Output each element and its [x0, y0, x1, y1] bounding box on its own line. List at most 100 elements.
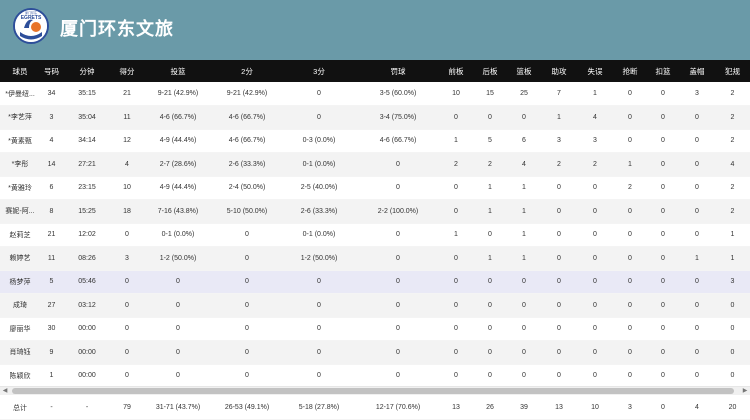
column-header[interactable]: 盖帽 — [689, 66, 705, 76]
totals-cell: 26 — [473, 396, 507, 420]
column-header[interactable]: 号码 — [44, 66, 59, 76]
scroll-left-arrow-icon[interactable]: ◀ — [2, 388, 8, 394]
table-row[interactable]: *黄素甄 4 34:14 12 4-9 (44.4%) 4-6 (66.7%) 0-3 (0… — [0, 129, 750, 153]
scrollbar-thumb[interactable] — [12, 388, 734, 394]
table-row[interactable]: *李艺萍 3 35:04 11 4-6 (66.7%) 4-6 (66.7%) 0 3-4 (… — [0, 105, 750, 130]
logo-subtext: 厦门环东 — [25, 10, 37, 15]
stat-cell: 0 — [439, 176, 473, 200]
stat-cell: 0 — [541, 199, 577, 224]
table-row[interactable]: 赖婷艺 11 08:26 3 1-2 (50.0%) 0 1-2 (50.0%) 0 0 1 1 0 0… — [0, 246, 750, 271]
column-header[interactable]: 前板 — [448, 66, 464, 76]
stat-cell: 0 — [647, 293, 679, 318]
stat-cell: 0 — [647, 129, 679, 153]
column-header[interactable]: 罚球 — [390, 66, 406, 76]
totals-cell: 31-71 (43.7%) — [143, 396, 213, 420]
column-header[interactable]: 扣篮 — [655, 66, 671, 76]
horizontal-scrollbar[interactable]: ◀ ▶ — [0, 386, 750, 395]
stat-cell: 0 — [473, 293, 507, 318]
stat-cell: 27:21 — [63, 152, 111, 177]
stat-cell: 0 — [613, 293, 647, 318]
stat-cell: 0 — [647, 246, 679, 271]
table-row[interactable]: 廖丽华 30 00:00 0 0 0 0 0 0 0 0 0 0 0 0 0 0 — [0, 317, 750, 341]
column-header[interactable]: 后板 — [482, 66, 498, 76]
column-header[interactable]: 投篮 — [170, 66, 186, 76]
column-header[interactable]: 得分 — [119, 66, 135, 76]
stat-cell: 0 — [439, 270, 473, 294]
stat-cell: 1 — [715, 246, 750, 271]
table-row[interactable]: 成琦 27 03:12 0 0 0 0 0 0 0 0 0 0 0 0 0 0 — [0, 293, 750, 318]
stat-cell: 0 — [439, 105, 473, 130]
column-header[interactable]: 抢断 — [622, 66, 638, 76]
stat-cell: 2 — [715, 82, 750, 106]
stat-cell: 0 — [613, 317, 647, 341]
stat-cell: 0 — [577, 199, 613, 224]
stat-cell: 2-2 (100.0%) — [357, 199, 439, 224]
table-row[interactable]: *李彤 14 27:21 4 2-7 (28.6%) 2-6 (33.3%) 0-1 (0.… — [0, 152, 750, 177]
stat-cell: 1 — [473, 176, 507, 200]
table-row[interactable]: 赵莉芝 21 12:02 0 0-1 (0.0%) 0 0-1 (0.0%) 0 1 0 1 0 0 0 0… — [0, 223, 750, 247]
stat-cell: 0 — [213, 364, 281, 388]
column-header[interactable]: 犯规 — [725, 66, 740, 76]
stat-cell: 0 — [577, 246, 613, 271]
table-row[interactable]: 杨梦萍 5 05:46 0 0 0 0 0 0 0 0 0 0 0 0 0 3 — [0, 270, 750, 294]
stat-cell: 4-9 (44.4%) — [143, 129, 213, 153]
stat-cell: 2 — [541, 152, 577, 177]
column-header[interactable]: 分钟 — [79, 66, 95, 76]
stat-cell: 0 — [715, 293, 750, 318]
stat-cell: 0 — [143, 317, 213, 341]
stat-cell: 0 — [473, 105, 507, 130]
stat-cell: 0 — [647, 152, 679, 177]
column-header[interactable]: 球员 — [12, 66, 28, 76]
stat-cell: 5 — [40, 270, 63, 294]
stat-cell: 18 — [111, 199, 143, 224]
stat-cell: 0 — [679, 270, 715, 294]
stat-cell: 03:12 — [63, 293, 111, 318]
scroll-right-arrow-icon[interactable]: ▶ — [742, 388, 748, 394]
stat-cell: 0 — [213, 246, 281, 271]
player-name-cell: 赛妮-阿... — [0, 199, 40, 224]
stat-cell: 0 — [357, 293, 439, 318]
stat-cell: 0 — [111, 270, 143, 294]
column-header[interactable]: 篮板 — [516, 66, 532, 76]
stat-cell: 9-21 (42.9%) — [143, 82, 213, 106]
stat-cell: 30 — [40, 317, 63, 341]
stat-cell: 0-1 (0.0%) — [143, 223, 213, 247]
stat-cell: 1 — [507, 246, 541, 271]
totals-cell: 5-18 (27.8%) — [281, 396, 357, 420]
stat-cell: 4 — [40, 129, 63, 153]
column-header[interactable]: 2分 — [241, 66, 253, 76]
stat-cell: 0 — [143, 364, 213, 388]
player-name-cell: 廖丽华 — [0, 317, 40, 341]
table-row[interactable]: 肖琦钰 9 00:00 0 0 0 0 0 0 0 0 0 0 0 0 0 0 — [0, 340, 750, 365]
table-row[interactable]: *伊曼纽... 34 35:15 21 9-21 (42.9%) 9-21 (42.9%)… — [0, 82, 750, 106]
stat-cell: 00:00 — [63, 317, 111, 341]
stat-cell: 0 — [679, 364, 715, 388]
totals-cell: 20 — [715, 396, 750, 420]
stat-cell: 0 — [613, 270, 647, 294]
stat-cell: 4-6 (66.7%) — [213, 105, 281, 130]
stat-cell: 0 — [507, 317, 541, 341]
stat-cell: 0 — [647, 199, 679, 224]
table-row[interactable]: *黄雅玲 6 23:15 10 4-9 (44.4%) 2-4 (50.0%) 2-5 (4… — [0, 176, 750, 200]
stat-cell: 2-5 (40.0%) — [281, 176, 357, 200]
player-name-cell: 肖琦钰 — [0, 340, 40, 365]
stat-cell: 2-7 (28.6%) — [143, 152, 213, 177]
column-header[interactable]: 助攻 — [551, 66, 567, 76]
stat-cell: 2 — [613, 176, 647, 200]
player-name-cell: *黄素甄 — [0, 129, 40, 153]
stat-cell: 34 — [40, 82, 63, 106]
stat-cell: 0 — [613, 82, 647, 106]
stat-cell: 2 — [715, 129, 750, 153]
stat-cell: 08:26 — [63, 246, 111, 271]
column-header[interactable]: 失误 — [587, 66, 603, 76]
column-header[interactable]: 3分 — [313, 66, 325, 76]
stat-cell: 0 — [357, 152, 439, 177]
stat-cell: 5 — [473, 129, 507, 153]
stat-cell: 0 — [679, 340, 715, 365]
table-row[interactable]: 赛妮-阿... 8 15:25 18 7-16 (43.8%) 5-10 (50.0%) 2… — [0, 199, 750, 224]
stat-cell: 0 — [613, 246, 647, 271]
stat-cell: 0 — [439, 293, 473, 318]
stat-cell: 0 — [473, 364, 507, 388]
stat-cell: 7-16 (43.8%) — [143, 199, 213, 224]
table-row[interactable]: 陈颖欣 1 00:00 0 0 0 0 0 0 0 0 0 0 0 0 0 0 — [0, 364, 750, 388]
